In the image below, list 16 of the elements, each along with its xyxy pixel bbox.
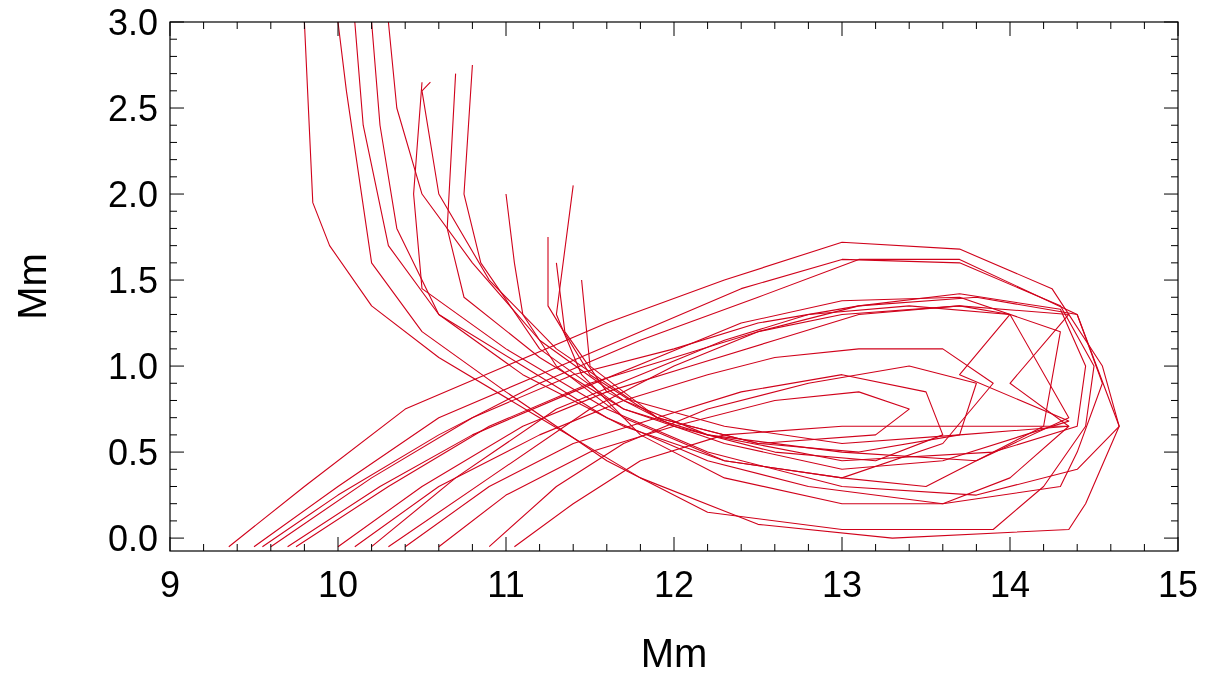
y-tick-label: 2.5	[107, 87, 158, 129]
y-tick-label: 3.0	[107, 1, 158, 43]
y-tick-label: 1.0	[107, 345, 158, 387]
x-tick-label: 9	[159, 564, 181, 605]
y-tick-label: 0.0	[107, 517, 158, 559]
y-axis-title: Mm	[10, 253, 54, 320]
x-tick-label: 10	[317, 564, 359, 605]
y-tick-label: 1.5	[107, 259, 158, 301]
x-tick-label: 11	[487, 564, 525, 605]
x-tick-label: 15	[1157, 564, 1199, 605]
y-tick-label: 2.0	[107, 173, 158, 215]
x-tick-label: 13	[821, 564, 863, 605]
x-axis-title: Mm	[640, 631, 708, 675]
x-tick-label: 12	[653, 564, 695, 605]
x-tick-label: 14	[989, 564, 1031, 605]
y-tick-label: 0.5	[107, 431, 158, 473]
